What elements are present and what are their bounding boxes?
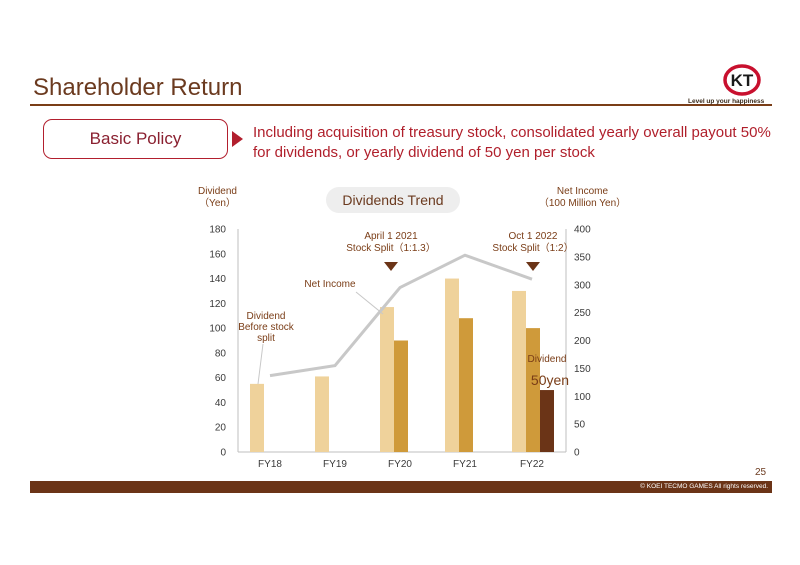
x-tick-label: FY18 bbox=[258, 459, 282, 470]
basic-policy-label: Basic Policy bbox=[43, 119, 228, 159]
kt-logo-icon: KT bbox=[723, 64, 761, 96]
right-tick-label: 50 bbox=[574, 420, 586, 431]
right-tick-label: 100 bbox=[574, 392, 591, 403]
right-tick-label: 250 bbox=[574, 308, 591, 319]
left-tick-label: 140 bbox=[209, 274, 226, 285]
right-tick-label: 300 bbox=[574, 280, 591, 291]
dividend-bar bbox=[315, 376, 329, 452]
logo-text: KT bbox=[731, 71, 754, 90]
split-2021-annotation: April 1 2021 Stock Split（1:1.3） bbox=[346, 231, 435, 254]
net-income-annotation: Net Income bbox=[304, 279, 356, 290]
left-tick-label: 40 bbox=[215, 398, 227, 409]
split-2022-marker-icon bbox=[526, 262, 540, 271]
left-tick-label: 160 bbox=[209, 249, 226, 260]
title-divider bbox=[30, 104, 772, 106]
left-tick-label: 20 bbox=[215, 423, 227, 434]
policy-arrow-icon bbox=[232, 131, 243, 147]
dividend-bar bbox=[250, 383, 264, 452]
page-title: Shareholder Return bbox=[33, 74, 243, 101]
footer-bar bbox=[30, 481, 772, 493]
dividend-annotation: Dividend bbox=[528, 354, 567, 365]
right-axis-title: Net Income （100 Million Yen） bbox=[538, 186, 627, 209]
left-tick-label: 60 bbox=[215, 373, 227, 384]
left-tick-label: 120 bbox=[209, 299, 226, 310]
dividend-value-annotation: 50yen bbox=[531, 372, 569, 388]
net-income-line bbox=[269, 253, 533, 378]
right-tick-label: 150 bbox=[574, 364, 591, 375]
right-tick-label: 400 bbox=[574, 225, 591, 236]
left-tick-label: 180 bbox=[209, 225, 226, 236]
x-tick-label: FY21 bbox=[453, 459, 477, 470]
dividend-bar bbox=[512, 290, 526, 452]
chart-title: Dividends Trend bbox=[326, 187, 460, 213]
left-tick-label: 100 bbox=[209, 324, 226, 335]
copyright-text: © KOEI TECMO GAMES All rights reserved. bbox=[640, 483, 768, 490]
split-2022-annotation: Oct 1 2022 Stock Split（1:2） bbox=[492, 231, 573, 254]
left-tick-label: 80 bbox=[215, 348, 227, 359]
x-tick-label: FY22 bbox=[520, 459, 544, 470]
dividend-bar bbox=[445, 278, 459, 452]
dividend-leader-line bbox=[257, 343, 264, 385]
dividend-bar bbox=[394, 340, 408, 452]
right-tick-label: 200 bbox=[574, 336, 591, 347]
right-tick-label: 0 bbox=[574, 448, 580, 459]
policy-text: Including acquisition of treasury stock,… bbox=[253, 124, 771, 161]
dividend-bar bbox=[459, 318, 473, 452]
x-tick-label: FY20 bbox=[388, 459, 412, 470]
left-tick-label: 0 bbox=[220, 448, 226, 459]
dividend-bar bbox=[540, 390, 554, 452]
page-number: 25 bbox=[755, 467, 767, 478]
net-income-leader-line bbox=[355, 291, 384, 315]
x-tick-label: FY19 bbox=[323, 459, 347, 470]
dividend-bar bbox=[380, 307, 394, 452]
split-2021-marker-icon bbox=[384, 262, 398, 271]
right-tick-label: 350 bbox=[574, 252, 591, 263]
dividend-before-split-annotation: Dividend Before stock split bbox=[238, 311, 295, 344]
logo-tagline: Level up your happiness bbox=[688, 98, 765, 105]
dividend-bar bbox=[526, 328, 540, 452]
left-axis-title: Dividend （Yen） bbox=[198, 186, 237, 209]
